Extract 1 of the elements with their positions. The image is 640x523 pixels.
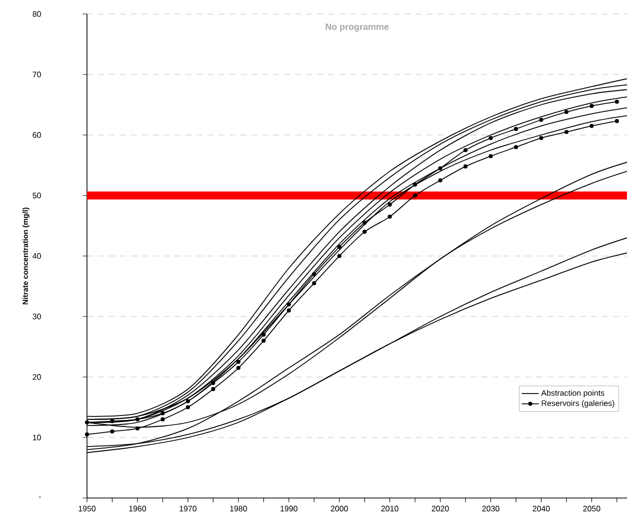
text: No programme xyxy=(326,24,389,32)
